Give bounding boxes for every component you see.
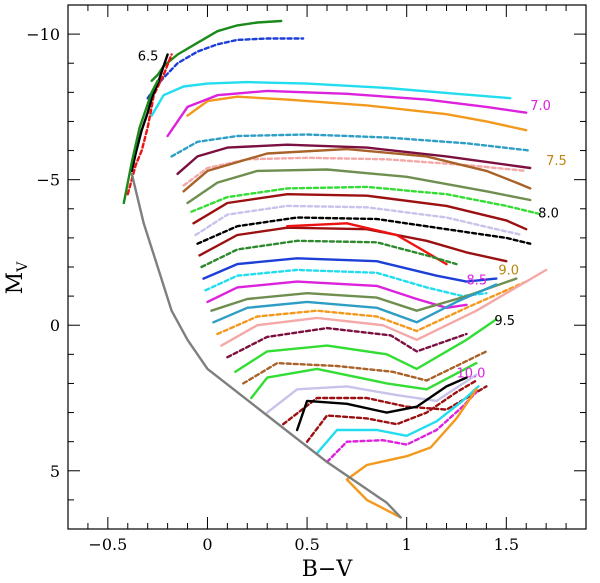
series-line-blue-85	[202, 257, 498, 283]
svg-text:MV: MV	[3, 261, 31, 295]
series-line-orange-dashed	[216, 280, 528, 336]
tick-layer: −0.5 0 0.5 1 1.5 −10 −5 0 5	[26, 4, 586, 554]
y-axis-title-sub: V	[15, 261, 31, 273]
series-line-green-dashed-2	[200, 239, 458, 269]
series-line-black-10	[295, 376, 468, 432]
series-line-green-bright-2	[250, 361, 478, 400]
series-line-orange-10	[345, 388, 478, 519]
age-label-3: 8.0	[538, 207, 559, 222]
series-line-lavender	[266, 373, 478, 414]
series-line-cyan-10	[315, 385, 480, 455]
series-line-maroon	[176, 143, 532, 176]
x-tick-label: −0.5	[88, 535, 127, 554]
series-line-olive-9	[210, 277, 518, 312]
age-label-2: 7.5	[546, 154, 567, 169]
x-tick-label: 1.5	[494, 535, 519, 554]
series-line-pink-9	[220, 268, 548, 347]
age-label-1: 7.0	[530, 99, 551, 114]
series-line-green-dashed	[190, 185, 544, 216]
y-tick-label: 5	[50, 462, 60, 481]
series-line-black-dashed-8	[196, 216, 532, 245]
series-line-teal-dashed	[170, 133, 532, 158]
series-line-zams-edge	[122, 79, 159, 205]
series-line-lavender-dashed	[194, 204, 524, 237]
series-line-darkred-1	[192, 192, 528, 231]
y-tick-label: −10	[26, 25, 60, 44]
series-line-zams-main	[130, 172, 402, 519]
series-layer	[122, 19, 548, 519]
x-tick-label: 0.5	[294, 535, 319, 554]
series-line-magenta-dashed-10	[325, 391, 478, 464]
age-label-5: 9.0	[498, 263, 519, 278]
y-tick-label: 0	[50, 316, 60, 335]
y-axis-title: MV	[3, 261, 31, 295]
age-label-0: 6.5	[138, 49, 159, 64]
series-line-blue-top	[146, 37, 305, 100]
series-line-green-top	[150, 19, 283, 82]
x-axis-title: B−V	[302, 557, 354, 582]
age-label-4: 8.5	[466, 273, 487, 288]
series-line-orange-7	[186, 95, 528, 132]
x-tick-label: 0	[202, 535, 212, 554]
series-line-green-95	[234, 318, 498, 373]
series-line-darkred-10	[305, 379, 478, 443]
label-layer: 6.5 7.0 7.5 8.0 8.5 9.0 9.5 10.0	[138, 49, 567, 381]
series-line-maroon-dashed	[226, 326, 468, 359]
age-label-6: 9.5	[494, 314, 515, 329]
series-line-red-dashed-top	[126, 53, 173, 196]
series-line-magenta-7	[166, 89, 528, 138]
series-line-black-65	[130, 53, 169, 173]
series-line-steelblue-dashed	[212, 283, 498, 324]
series-line-cyan	[150, 80, 512, 117]
series-line-cyan-dashed	[204, 268, 488, 298]
series-line-olive	[186, 168, 532, 205]
y-axis-title-main: M	[3, 272, 28, 295]
series-line-darkred-2	[198, 226, 508, 263]
y-tick-label: −5	[36, 171, 60, 190]
age-label-7: 10.0	[457, 367, 486, 382]
series-line-brown-dashed	[242, 350, 488, 385]
x-tick-label: 1	[402, 535, 412, 554]
series-line-brown-75	[182, 147, 532, 193]
